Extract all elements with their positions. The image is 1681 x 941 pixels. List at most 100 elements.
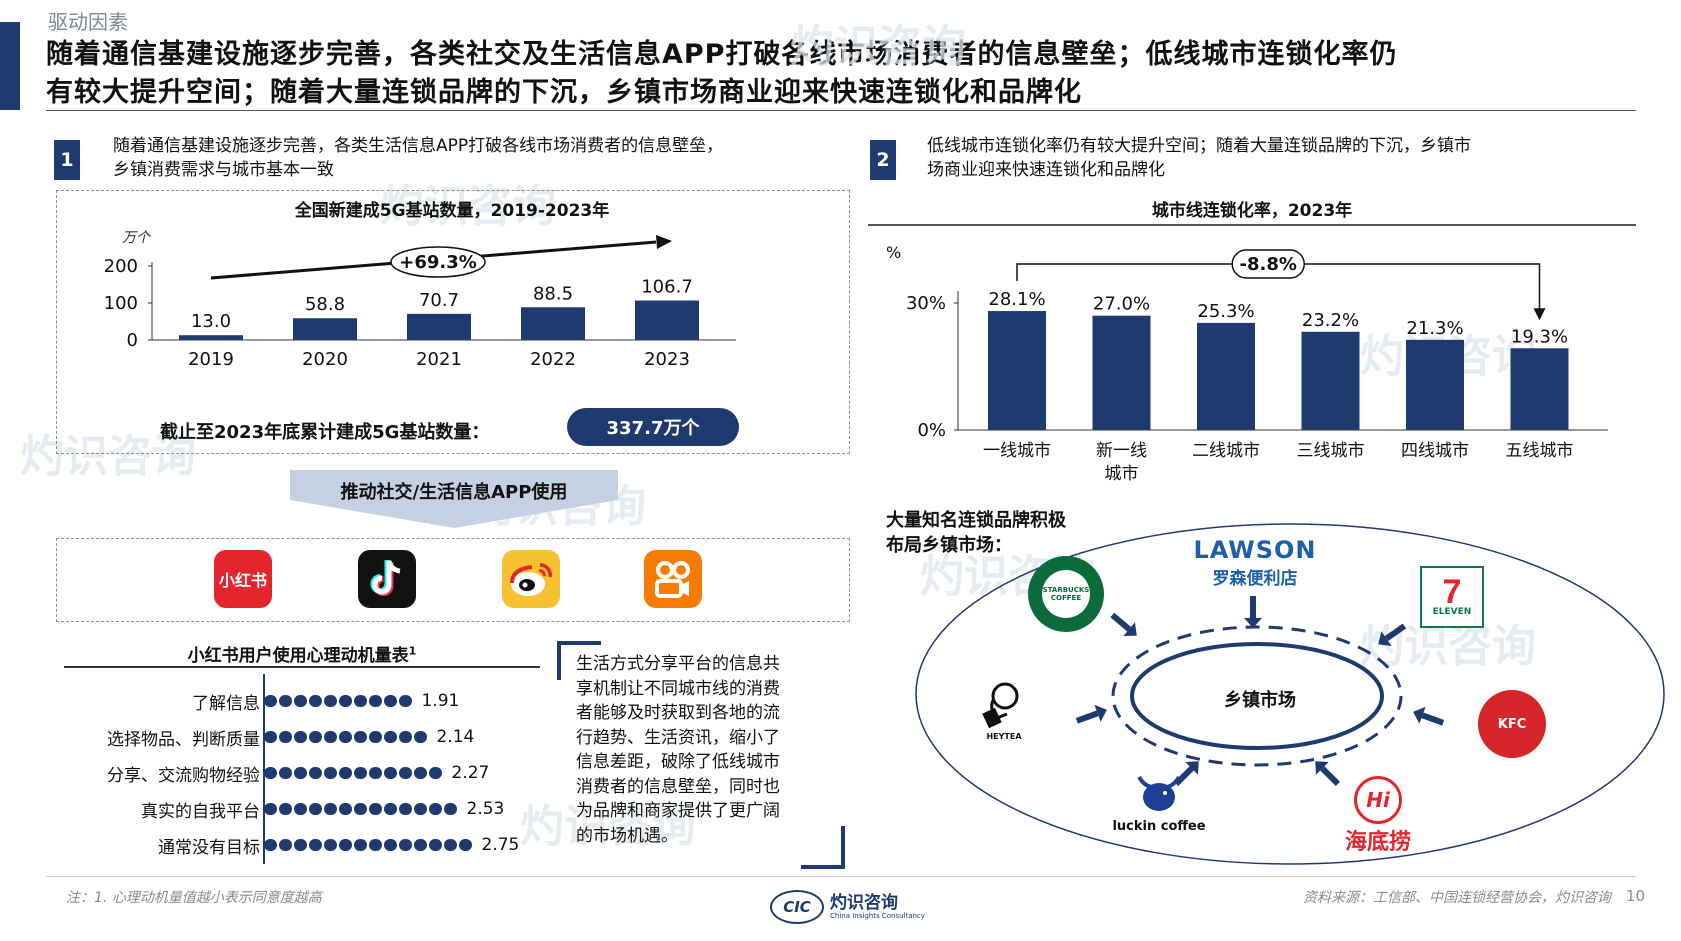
footer-divider <box>46 876 1636 877</box>
bar <box>293 318 357 340</box>
bar <box>988 311 1046 430</box>
growth-label: +69.3% <box>399 252 477 273</box>
motive-dot <box>339 766 352 780</box>
right-intro: 低线城市连锁化率仍有较大提升空间；随着大量连锁品牌的下沉，乡镇市 场商业迎来快速… <box>927 136 1471 180</box>
motive-value: 1.91 <box>421 691 460 711</box>
chain-rate-title-rule <box>868 224 1636 226</box>
x-tick-label: 二线城市 <box>1192 441 1260 461</box>
bar <box>179 335 243 340</box>
motive-dot <box>294 694 307 708</box>
luckin-logo: luckin coffee <box>1094 765 1224 834</box>
quote-line: 消费者的信息壁垒，同时也 <box>576 776 780 797</box>
motive-dot <box>339 802 352 816</box>
motive-dot <box>339 838 352 852</box>
x-tick-label: 2019 <box>188 349 234 370</box>
motive-dot <box>429 838 442 852</box>
quote-bracket <box>557 641 845 869</box>
motive-dot <box>429 802 442 816</box>
motive-dot <box>309 766 322 780</box>
5g-chart-title: 全国新建成5G基站数量，2019-2023年 <box>294 201 610 221</box>
motive-row: 真实的自我平台 2.53 <box>64 794 504 824</box>
bar <box>1510 348 1569 430</box>
motive-title: 小红书用户使用心理动机量表1 <box>187 644 417 666</box>
motive-dot <box>294 766 307 780</box>
title-divider <box>46 110 1636 111</box>
motive-dot <box>384 802 397 816</box>
x-tick-label: 2023 <box>644 349 690 370</box>
haidilao-logo: Hi 海底捞 <box>1318 776 1438 856</box>
motive-dot <box>369 802 382 816</box>
x-tick-label: 2021 <box>416 349 462 370</box>
arrow-banner <box>290 470 618 528</box>
town-market-label: 乡镇市场 <box>1224 690 1296 711</box>
quote-line: 信息差距，破除了低线城市 <box>576 752 780 772</box>
y-unit-label: 万个 <box>122 230 152 246</box>
motive-dot <box>279 730 292 744</box>
douyin-icon <box>358 550 416 608</box>
motive-dot <box>324 838 337 852</box>
motive-dot <box>264 802 277 816</box>
motive-row: 选择物品、判断质量 2.14 <box>64 722 474 752</box>
motive-dot <box>294 730 307 744</box>
y-tick-label: 0% <box>917 420 946 441</box>
motive-dot <box>399 730 412 744</box>
heytea-logo: HEYTEA <box>972 680 1036 741</box>
bar <box>521 307 585 340</box>
app-icons-box <box>56 538 850 622</box>
growth-badge <box>390 246 486 278</box>
motive-label: 选择物品、判断质量 <box>107 729 260 750</box>
quote-line: 行趋势、生活资讯，缩小了 <box>576 727 780 748</box>
x-tick-label: 2022 <box>530 349 576 370</box>
motive-dot <box>279 802 292 816</box>
motive-dot <box>369 694 382 708</box>
motive-dot <box>339 730 352 744</box>
motive-dot <box>399 694 412 708</box>
motive-dot <box>369 766 382 780</box>
motive-dot <box>309 838 322 852</box>
motive-dot <box>264 694 277 708</box>
cumulative-5g-value: 337.7万个 <box>567 408 739 446</box>
motive-dot <box>414 838 427 852</box>
quote-line: 的市场机遇。 <box>576 825 678 846</box>
motive-dot <box>309 802 322 816</box>
data-label: 58.8 <box>305 294 345 315</box>
motive-dot <box>324 694 337 708</box>
data-label: 88.5 <box>533 283 573 304</box>
x-tick-label: 一线城市 <box>983 441 1051 461</box>
left-intro: 随着通信基建设施逐步完善，各类生活信息APP打破各线市场消费者的信息壁垒， 乡镇… <box>113 136 724 180</box>
kfc-logo: KFC <box>1478 690 1546 758</box>
diff-label: -8.8% <box>1240 254 1297 275</box>
motive-dot <box>414 730 427 744</box>
lawson-logo: LAWSON <box>1193 536 1317 564</box>
motive-dot <box>399 802 412 816</box>
chain-rate-title: 城市线连锁化率，2023年 <box>1151 201 1353 221</box>
arrow-banner-label: 推动社交/生活信息APP使用 <box>340 482 568 503</box>
data-label: 25.3% <box>1197 301 1254 322</box>
motive-dot <box>384 694 397 708</box>
title-accent-bar <box>0 22 20 110</box>
motive-dot-scale <box>264 802 457 816</box>
seven-eleven-logo: 7 ELEVEN <box>1420 566 1484 628</box>
motive-dot <box>324 802 337 816</box>
motive-dot <box>324 766 337 780</box>
motive-dot <box>354 838 367 852</box>
cic-logo: CIC 灼识咨询 China Insights Consultancy <box>770 890 925 924</box>
motive-dot <box>279 694 292 708</box>
motive-row: 通常没有目标 2.75 <box>64 830 519 860</box>
motive-dot <box>264 730 277 744</box>
motive-dot <box>309 694 322 708</box>
data-label: 23.2% <box>1302 310 1359 331</box>
bar <box>635 300 699 340</box>
y-tick-label: 200 <box>104 256 138 277</box>
quote-line: 享机制让不同城市线的消费 <box>576 678 780 699</box>
motive-value: 2.27 <box>451 763 490 783</box>
motive-dot-scale <box>264 694 412 708</box>
motive-title-rule <box>64 666 540 668</box>
bar <box>1197 322 1255 430</box>
motive-dot <box>354 802 367 816</box>
quote-line: 为品牌和商家提供了更广阔 <box>576 801 780 821</box>
y-tick-label: 0 <box>127 330 138 351</box>
x-tick-label: 三线城市 <box>1297 441 1365 461</box>
motive-dot-scale <box>264 730 427 744</box>
x-tick-label: 四线城市 <box>1401 441 1469 461</box>
